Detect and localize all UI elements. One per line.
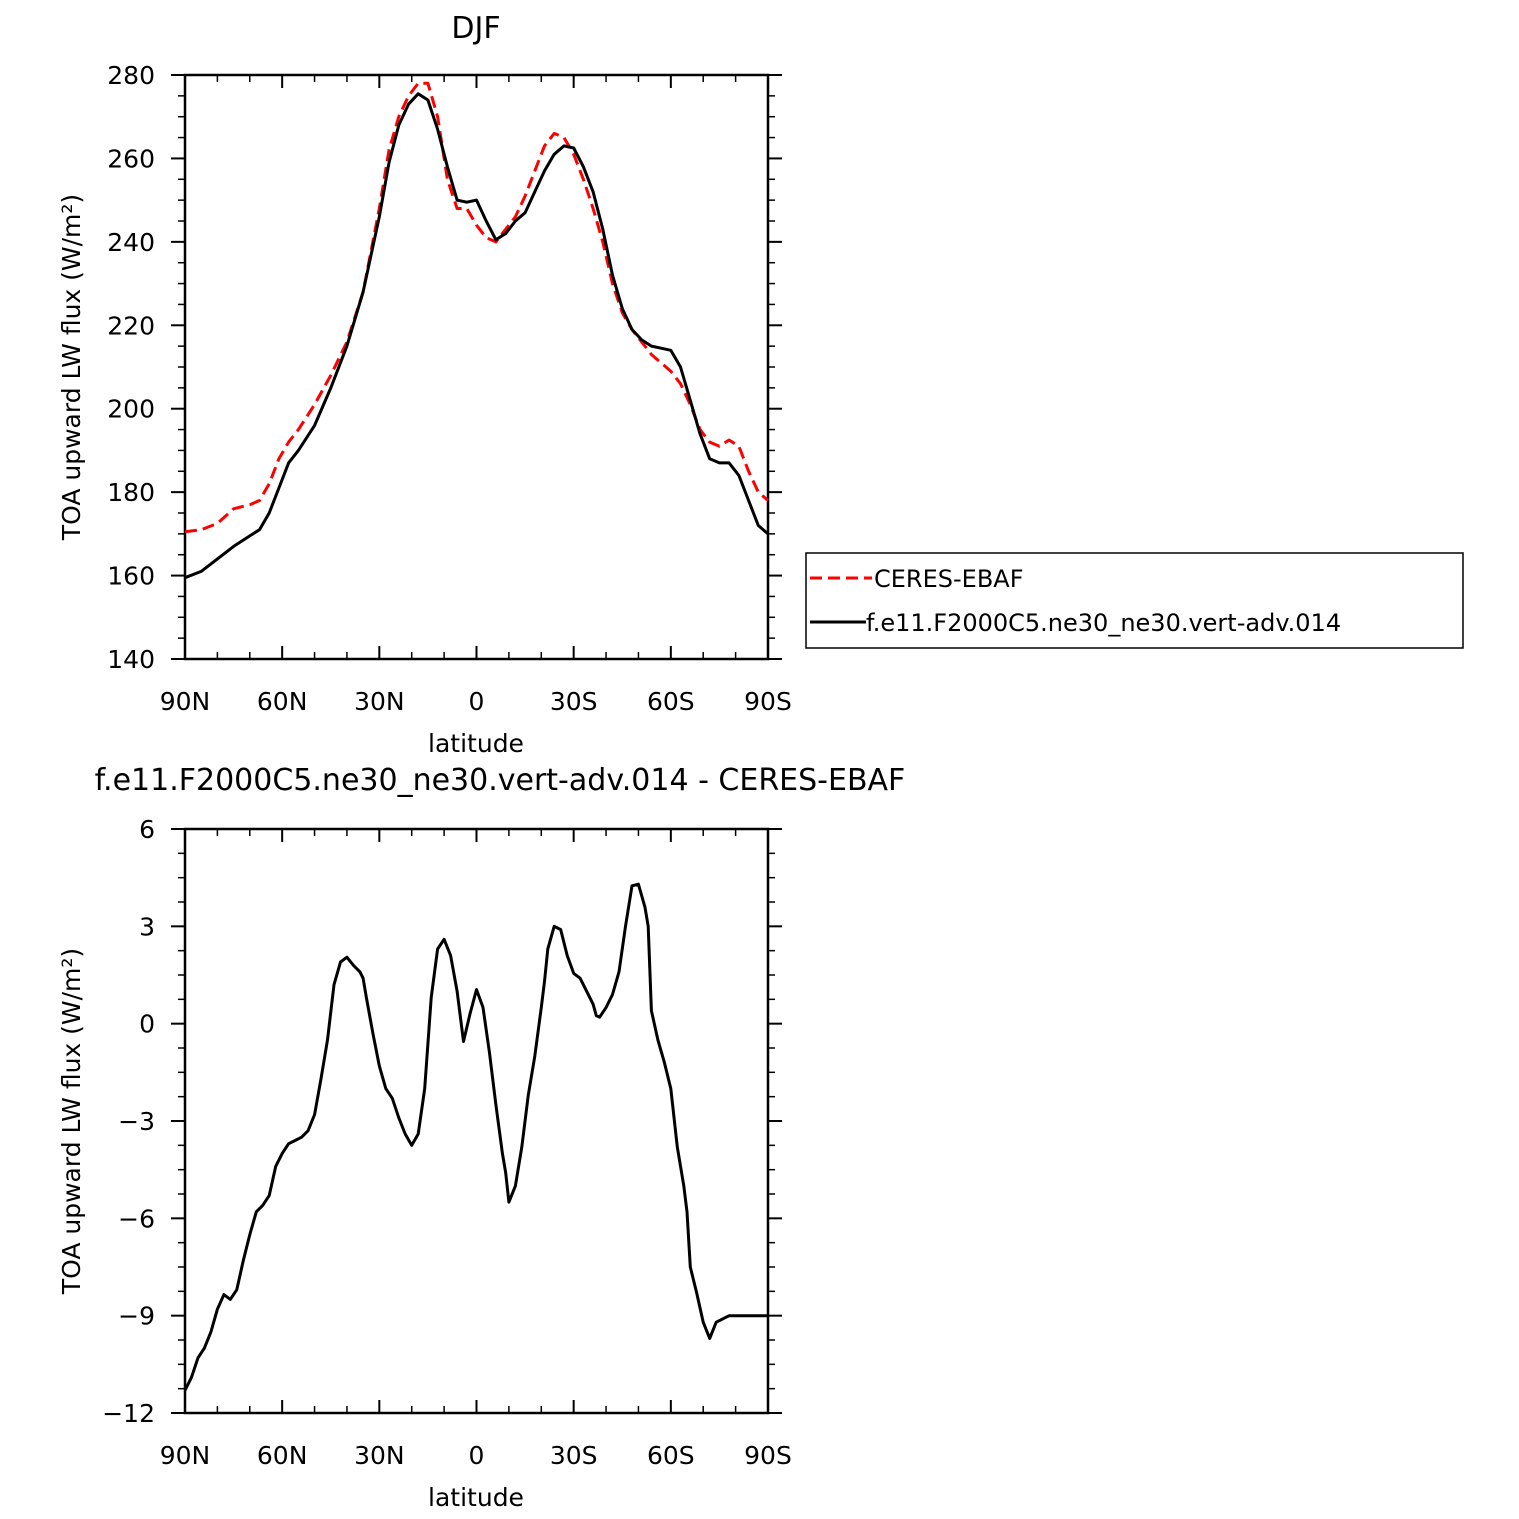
bottom-axis-ticks: 90N 60N 30N 0 30S 60S 90S −12 −9 −6 −3 0 3 6	[102, 815, 792, 1470]
bottom-y-tick-label: 3	[139, 912, 155, 941]
legend-entry-ceres: CERES-EBAF	[874, 565, 1024, 593]
top-y-tick-label: 280	[107, 61, 155, 90]
top-x-tick-label: 60S	[647, 687, 695, 716]
top-x-tick-label: 90N	[160, 687, 211, 716]
top-chart-title: DJF	[451, 11, 500, 46]
bottom-y-tick-label: 6	[139, 815, 155, 844]
top-x-axis-label: latitude	[428, 729, 524, 758]
top-y-tick-label: 260	[107, 144, 155, 173]
bottom-y-tick-label: −12	[102, 1399, 155, 1428]
bottom-x-tick-label: 90S	[744, 1441, 792, 1470]
bottom-series-line-0	[183, 882, 768, 1391]
bottom-chart-title: f.e11.F2000C5.ne30_ne30.vert-adv.014 - C…	[95, 763, 906, 798]
bottom-x-tick-label: 60S	[647, 1441, 695, 1470]
bottom-x-axis-label: latitude	[428, 1483, 524, 1512]
bottom-x-tick-label: 90N	[160, 1441, 211, 1470]
legend: CERES-EBAF f.e11.F2000C5.ne30_ne30.vert-…	[805, 552, 1464, 649]
top-y-tick-label: 160	[107, 562, 155, 591]
top-y-tick-label: 200	[107, 395, 155, 424]
top-series-line-1	[184, 92, 769, 580]
top-y-tick-label: 220	[107, 311, 155, 340]
top-series-line-0	[184, 81, 769, 534]
top-series-group	[184, 81, 769, 580]
top-y-tick-label: 240	[107, 228, 155, 257]
top-x-tick-label: 0	[469, 687, 485, 716]
bottom-y-axis-label: TOA upward LW flux (W/m²)	[57, 948, 86, 1295]
bottom-series-group	[183, 882, 768, 1391]
bottom-plot-area: 90N 60N 30N 0 30S 60S 90S −12 −9 −6 −3 0 3 6	[102, 815, 792, 1470]
top-y-tick-label: 180	[107, 478, 155, 507]
bottom-y-tick-label: 0	[139, 1010, 155, 1039]
top-plot-area: 90N 60N 30N 0 30S 60S 90S 140 160 180 200 220 240 260…	[107, 61, 792, 716]
bottom-y-tick-label: −6	[118, 1204, 155, 1233]
bottom-x-tick-label: 30N	[354, 1441, 405, 1470]
top-y-axis-label: TOA upward LW flux (W/m²)	[57, 194, 86, 541]
bottom-x-tick-label: 30S	[550, 1441, 598, 1470]
bottom-y-tick-label: −9	[118, 1302, 155, 1331]
legend-box	[805, 552, 1464, 649]
top-x-tick-label: 30S	[550, 687, 598, 716]
top-x-tick-label: 90S	[744, 687, 792, 716]
bottom-plot-frame	[183, 827, 770, 1415]
legend-entry-model: f.e11.F2000C5.ne30_ne30.vert-adv.014	[866, 609, 1341, 637]
top-x-tick-label: 30N	[354, 687, 405, 716]
bottom-y-tick-label: −3	[118, 1107, 155, 1136]
bottom-x-tick-label: 0	[469, 1441, 485, 1470]
bottom-x-tick-label: 60N	[257, 1441, 308, 1470]
top-axis-ticks: 90N 60N 30N 0 30S 60S 90S 140 160 180 200 220 240 260…	[107, 61, 792, 716]
top-x-tick-label: 60N	[257, 687, 308, 716]
top-y-tick-label: 140	[107, 645, 155, 674]
